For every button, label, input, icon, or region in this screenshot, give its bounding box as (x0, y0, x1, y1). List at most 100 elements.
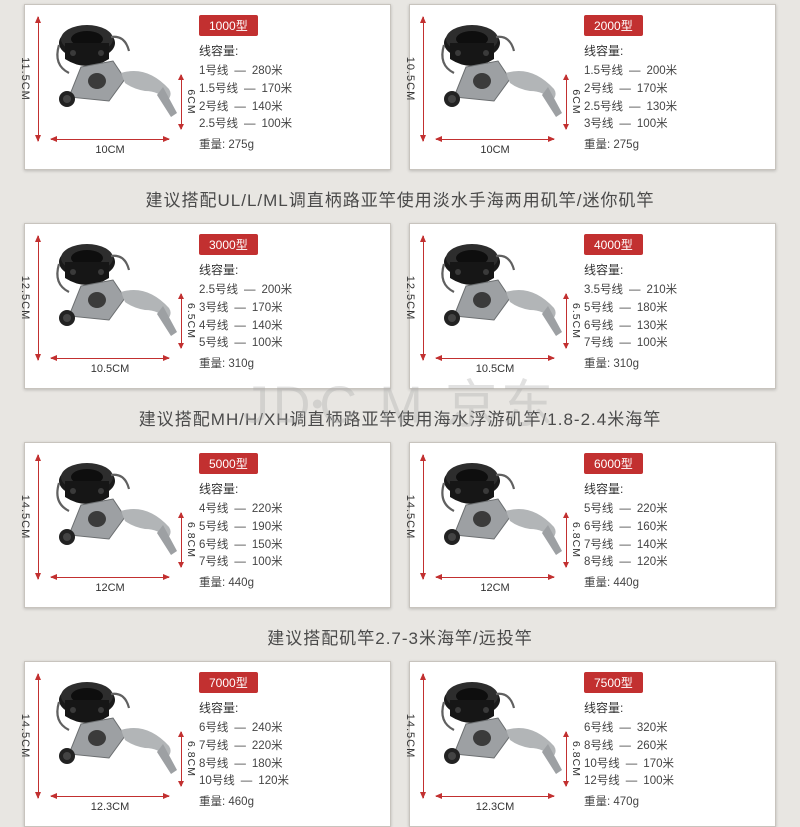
capacity-specs: 6号线—240米7号线—220米8号线—180米10号线—120米 (199, 720, 382, 791)
spec-row: 2号线—140米 (199, 99, 382, 117)
dash: — (242, 81, 258, 99)
dash: — (232, 99, 248, 117)
height-label: 14.5CM (19, 495, 31, 540)
spec-row: 6号线—240米 (199, 720, 382, 738)
reel-illustration (51, 455, 177, 577)
weight-row: 重量: 310g (584, 355, 767, 371)
dash: — (232, 519, 248, 537)
product-info: 5000型线容量:4号线—220米5号线—190米6号线—150米7号线—100… (189, 449, 382, 597)
spec-row: 1.5号线—170米 (199, 81, 382, 99)
dash: — (624, 773, 640, 791)
small-height-label: 6.8CM (185, 522, 197, 558)
product-info: 1000型线容量: 1号线—280米1.5号线—170米2号线—140米2.5号线… (189, 11, 382, 159)
line-size: 5号线 (584, 300, 613, 318)
line-length: 280米 (252, 63, 283, 81)
line-size: 2号线 (584, 81, 613, 99)
product-card: 14.5CM 6.8CM12.3CM7500型线容量:6号线—320米8号线—2… (409, 661, 776, 827)
line-size: 4号线 (199, 501, 228, 519)
width-label: 10CM (436, 144, 554, 156)
capacity-header: 线容量: (199, 480, 382, 497)
small-height-label: 6.8CM (185, 741, 197, 777)
height-arrow: 10.5CM (416, 17, 430, 141)
height-arrow: 14.5CM (31, 455, 45, 579)
model-badge: 1000型 (199, 15, 258, 36)
capacity-header: 线容量: (584, 480, 767, 497)
line-length: 180米 (252, 756, 283, 774)
spec-row: 2号线—170米 (584, 81, 767, 99)
capacity-header: 线容量: (199, 42, 382, 59)
height-label: 14.5CM (404, 495, 416, 540)
dash: — (232, 335, 248, 353)
line-size: 3号线 (199, 300, 228, 318)
dash: — (617, 720, 633, 738)
line-length: 220米 (637, 501, 668, 519)
dash: — (627, 282, 643, 300)
spec-row: 1号线—280米 (199, 63, 382, 81)
product-info: 7500型线容量:6号线—320米8号线—260米10号线—170米12号线—1… (574, 668, 767, 816)
line-length: 220米 (252, 738, 283, 756)
width-label: 12CM (51, 582, 169, 594)
height-label: 11.5CM (19, 57, 31, 101)
line-length: 140米 (252, 99, 283, 117)
dash: — (627, 63, 643, 81)
height-arrow: 11.5CM (31, 17, 45, 141)
reel-illustration (436, 236, 562, 358)
spec-row: 12号线—100米 (584, 773, 767, 791)
product-card: 14.5CM 6.8CM12.3CM7000型线容量:6号线—240米7号线—2… (24, 661, 391, 827)
capacity-header: 线容量: (199, 261, 382, 278)
width-arrow: 10CM (436, 135, 554, 157)
width-label: 12.3CM (51, 801, 169, 813)
line-size: 6号线 (584, 720, 613, 738)
row-caption: 建议搭配矶竿2.7-3米海竿/远投竿 (24, 616, 776, 653)
weight-row: 重量: 275g (199, 136, 382, 152)
line-size: 6号线 (199, 720, 228, 738)
reel-illustration (436, 17, 562, 139)
height-label: 12.5CM (404, 276, 416, 321)
product-card: 14.5CM 6.8CM12CM6000型线容量:5号线—220米6号线—160… (409, 442, 776, 608)
line-length: 240米 (252, 720, 283, 738)
line-size: 3号线 (584, 116, 613, 134)
product-card: 12.5CM 6.5CM10.5CM3000型线容量:2.5号线—200米3号线… (24, 223, 391, 389)
line-length: 210米 (647, 282, 678, 300)
spec-row: 1.5号线—200米 (584, 63, 767, 81)
spec-row: 7号线—100米 (584, 335, 767, 353)
width-arrow: 12.3CM (51, 792, 169, 814)
product-card: 10.5CM 6CM10CM2000型线容量:1.5号线—200米2号线—170… (409, 4, 776, 170)
product-info: 6000型线容量:5号线—220米6号线—160米7号线—140米8号线—120… (574, 449, 767, 597)
line-size: 8号线 (199, 756, 228, 774)
height-arrow: 14.5CM (416, 674, 430, 798)
width-label: 10CM (51, 144, 169, 156)
product-info: 2000型线容量:1.5号线—200米2号线—170米2.5号线—130米3号线… (574, 11, 767, 159)
line-size: 5号线 (199, 519, 228, 537)
product-card: 14.5CM 6.8CM12CM5000型线容量:4号线—220米5号线—190… (24, 442, 391, 608)
spec-row: 7号线—220米 (199, 738, 382, 756)
line-length: 170米 (643, 756, 674, 774)
line-length: 100米 (637, 116, 668, 134)
width-arrow: 10.5CM (436, 354, 554, 376)
model-badge: 7500型 (584, 672, 643, 693)
dash: — (232, 537, 248, 555)
dash: — (232, 300, 248, 318)
model-badge: 7000型 (199, 672, 258, 693)
small-height-arrow: 6.8CM (562, 513, 574, 567)
spec-row: 4号线—220米 (199, 501, 382, 519)
width-label: 12.3CM (436, 801, 554, 813)
height-label: 14.5CM (19, 714, 31, 759)
spec-row: 2.5号线—100米 (199, 116, 382, 134)
row-caption: 建议搭配MH/H/XH调直柄路亚竿使用海水浮游矶竿/1.8-2.4米海竿 (24, 397, 776, 434)
line-length: 200米 (262, 282, 293, 300)
product-info: 7000型线容量:6号线—240米7号线—220米8号线—180米10号线—12… (189, 668, 382, 816)
product-visual: 14.5CM 6.8CM12.3CM (414, 668, 574, 816)
reel-illustration (436, 674, 562, 796)
weight-row: 重量: 275g (584, 136, 767, 152)
product-visual: 12.5CM 6.5CM10.5CM (414, 230, 574, 378)
spec-row: 6号线—160米 (584, 519, 767, 537)
spec-row: 8号线—260米 (584, 738, 767, 756)
line-size: 7号线 (584, 537, 613, 555)
dash: — (232, 63, 248, 81)
small-height-arrow: 6.8CM (177, 732, 189, 786)
spec-row: 10号线—170米 (584, 756, 767, 774)
line-size: 6号线 (199, 537, 228, 555)
width-arrow: 10CM (51, 135, 169, 157)
height-label: 14.5CM (404, 714, 416, 759)
